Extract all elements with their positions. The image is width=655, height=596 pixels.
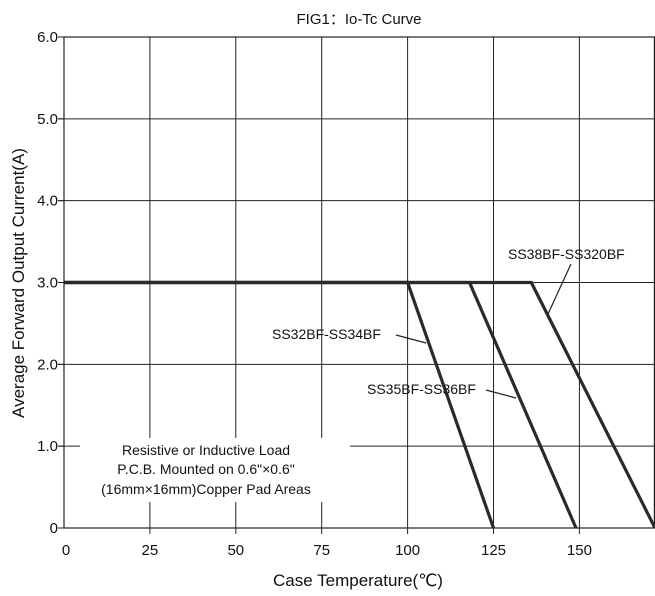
series-line-ss38bf-ss320bf — [64, 280, 655, 529]
series-label-ss38-ss320: SS38BF-SS320BF — [508, 246, 625, 262]
series-labels: SS32BF-SS34BF SS35BF-SS36BF SS38BF-SS320… — [272, 246, 625, 399]
y-tick-label: 3.0 — [37, 275, 58, 292]
y-axis-label: Average Forward Output Current(A) — [9, 148, 28, 418]
x-axis-label: Case Temperature(℃) — [273, 571, 443, 590]
note-line-1: Resistive or Inductive Load — [122, 442, 290, 458]
x-tick-label: 150 — [567, 542, 592, 559]
y-tick-label: 6.0 — [37, 29, 58, 46]
x-tick-label: 50 — [227, 542, 244, 559]
y-tick-label: 5.0 — [37, 111, 58, 128]
note-line-2: P.C.B. Mounted on 0.6"×0.6" — [117, 461, 294, 477]
leader-ss32-ss34 — [395, 334, 427, 344]
x-tick-label: 75 — [313, 542, 330, 559]
y-tick-label: 1.0 — [37, 438, 58, 455]
x-tick-label: 25 — [142, 542, 159, 559]
series-label-ss35-ss36: SS35BF-SS36BF — [367, 381, 476, 397]
chart-title: FIG1：Io-Tc Curve — [296, 11, 421, 28]
conditions-note: Resistive or Inductive Load P.C.B. Mount… — [80, 438, 350, 502]
y-tick-label: 0 — [50, 520, 58, 537]
x-tick-label: 100 — [395, 542, 420, 559]
y-tick-label: 2.0 — [37, 356, 58, 373]
x-tick-label: 125 — [481, 542, 506, 559]
series-label-ss32-ss34: SS32BF-SS34BF — [272, 326, 381, 342]
note-line-3: (16mm×16mm)Copper Pad Areas — [101, 481, 311, 497]
y-tick-label: 4.0 — [37, 193, 58, 210]
leader-ss38-ss320 — [547, 263, 572, 315]
leader-ss35-ss36 — [485, 389, 517, 399]
note-background — [80, 438, 350, 502]
y-tick-labels: 0 1.0 2.0 3.0 4.0 5.0 6.0 — [37, 29, 58, 537]
x-tick-labels: 0 25 50 75 100 125 150 — [62, 542, 592, 559]
series-group — [64, 280, 655, 529]
x-tick-label: 0 — [62, 542, 70, 559]
